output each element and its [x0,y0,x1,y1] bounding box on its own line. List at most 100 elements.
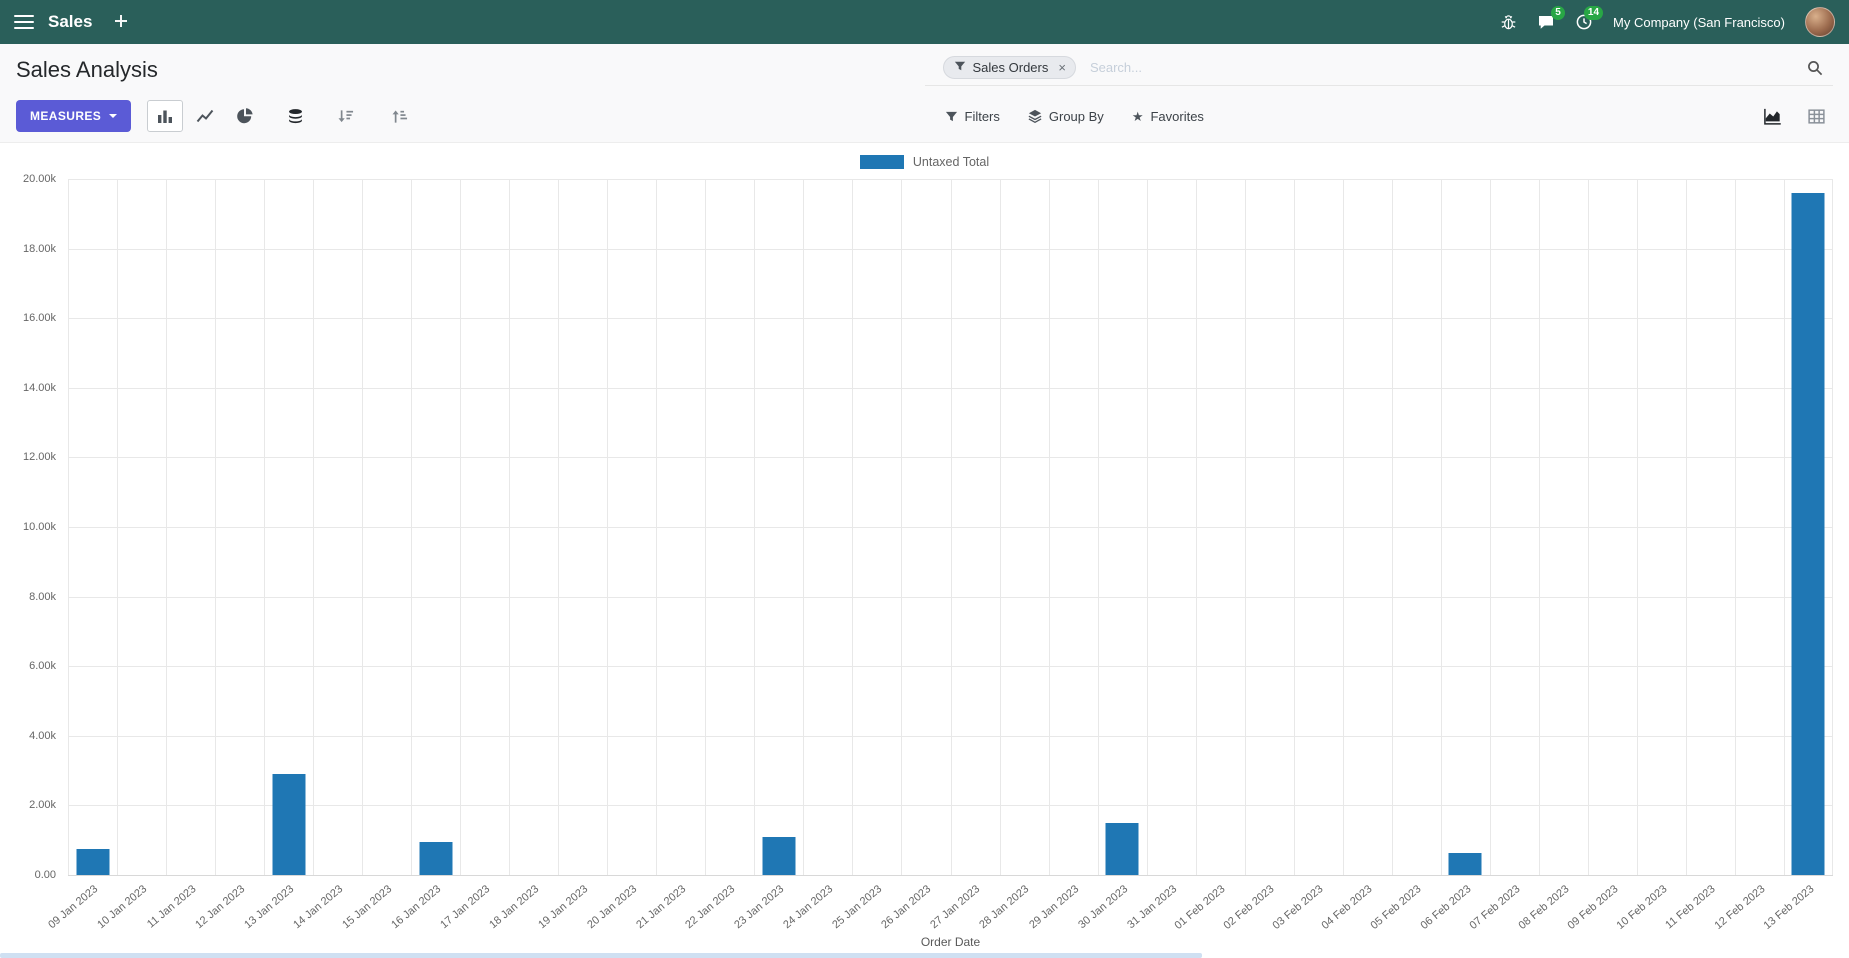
messages-count-badge: 5 [1551,6,1566,20]
messages-icon[interactable]: 5 [1537,6,1566,31]
bar-13-feb-2023[interactable] [1791,192,1825,875]
x-gridline [264,179,266,875]
bar-16-jan-2023[interactable] [419,841,453,875]
activities-count-badge: 14 [1583,6,1604,20]
x-gridline [803,179,805,875]
x-gridline [460,179,462,875]
filters-button[interactable]: Filters [945,109,1000,124]
bar-23-jan-2023[interactable] [762,837,796,875]
x-gridline [1097,179,1099,875]
facet-label: Sales Orders [972,60,1049,75]
y-tick-label: 20.00k [22,173,56,185]
filter-funnel-icon [945,110,958,123]
control-panel: Sales Analysis Sales Orders × MEASURES [0,44,1849,143]
layers-icon [1028,109,1042,123]
filter-funnel-icon [954,60,966,75]
y-tick-label: 12.00k [22,451,56,464]
sort-ascending-button[interactable] [381,100,417,132]
x-gridline [1146,179,1148,875]
x-gridline [215,179,217,875]
y-tick-label: 10.00k [22,521,56,533]
legend-label: Untaxed Total [912,155,990,169]
bar-09-jan-2023[interactable] [76,848,109,875]
x-gridline [1832,179,1833,875]
x-gridline [1195,179,1197,875]
y-tick-label: 6.00k [29,660,56,673]
y-gridline [68,875,1833,876]
search-input[interactable] [1087,59,1807,76]
x-gridline [411,179,413,875]
bar-13-jan-2023[interactable] [272,774,306,875]
x-gridline [1587,179,1589,875]
pie-chart-mode-button[interactable] [227,100,263,132]
plot-area [68,179,1833,876]
page-title: Sales Analysis [16,57,158,82]
x-gridline [656,179,658,875]
y-tick-label: 18.00k [22,242,56,255]
x-gridline [1440,179,1442,875]
search-icon[interactable] [1807,60,1823,76]
search-bar[interactable]: Sales Orders × [924,54,1833,86]
apps-menu-icon[interactable] [14,15,34,29]
y-tick-label: 14.00k [22,381,56,394]
stacked-toggle-button[interactable] [277,100,313,132]
x-gridline [1489,179,1491,875]
facet-remove-icon[interactable]: × [1058,60,1066,75]
x-gridline [1293,179,1295,875]
chevron-down-icon [109,114,118,118]
plus-icon[interactable] [114,12,128,32]
top-navbar: Sales 5 14 My Company (San Francisco) [0,0,1849,44]
group-by-button[interactable]: Group By [1028,109,1104,124]
y-axis: 0.00 2.00k 4.00k 6.00k 8.00k 10.00k 12.00k 14.0… [0,173,60,881]
x-gridline [1734,179,1736,875]
x-gridline [950,179,952,875]
x-gridline [117,179,119,875]
view-switcher [1755,101,1833,131]
sort-descending-button[interactable] [327,100,363,132]
x-gridline [1685,179,1687,875]
y-tick-label: 2.00k [29,799,56,812]
measures-button[interactable]: MEASURES [16,100,132,132]
x-gridline [607,179,609,875]
x-gridline [1244,179,1246,875]
graph-view: Untaxed Total 0.00 2.00k 4.00k 6.00k 8.00k 10… [0,143,1849,949]
pivot-view-button[interactable] [1799,101,1833,131]
x-gridline [509,179,511,875]
chart-body: 0.00 2.00k 4.00k 6.00k 8.00k 10.00k 12.00k 14.0… [0,173,1849,881]
favorites-button[interactable]: ★ Favorites [1131,108,1204,124]
y-tick-label: 4.00k [29,729,56,742]
y-tick-label: 16.00k [22,312,56,325]
x-gridline [754,179,756,875]
user-avatar[interactable] [1805,7,1835,37]
x-gridline [1048,179,1050,875]
x-gridline [558,179,560,875]
chart-legend[interactable]: Untaxed Total [0,153,1849,171]
search-options-bar: Filters Group By ★ Favorites [925,100,1834,132]
activities-clock-icon[interactable]: 14 [1575,6,1604,31]
y-tick-label: 8.00k [29,590,56,603]
app-name[interactable]: Sales [48,12,93,31]
x-gridline [68,179,69,875]
bar-06-feb-2023[interactable] [1448,853,1482,875]
x-gridline [362,179,364,875]
line-chart-mode-button[interactable] [187,100,223,132]
x-axis: 09 Jan 2023 10 Jan 2023 11 Jan 2023 12 Jan … [46,883,1817,932]
x-gridline [1783,179,1785,875]
star-icon: ★ [1131,108,1144,124]
legend-swatch [859,155,904,169]
debug-bug-icon[interactable] [1500,14,1517,31]
x-gridline [1342,179,1344,875]
graph-view-button[interactable] [1755,101,1789,131]
x-gridline [852,179,854,875]
bar-30-jan-2023[interactable] [1105,822,1139,875]
search-facet-sales-orders[interactable]: Sales Orders × [942,56,1076,79]
x-gridline [999,179,1001,875]
x-gridline [901,179,903,875]
x-gridline [313,179,315,875]
company-switcher[interactable]: My Company (San Francisco) [1613,14,1785,30]
x-gridline [705,179,707,875]
bar-chart-mode-button[interactable] [147,100,184,132]
x-gridline [1391,179,1393,875]
horizontal-scrollbar-thumb[interactable] [0,953,1202,958]
graph-toolbar: MEASURES [16,100,925,132]
